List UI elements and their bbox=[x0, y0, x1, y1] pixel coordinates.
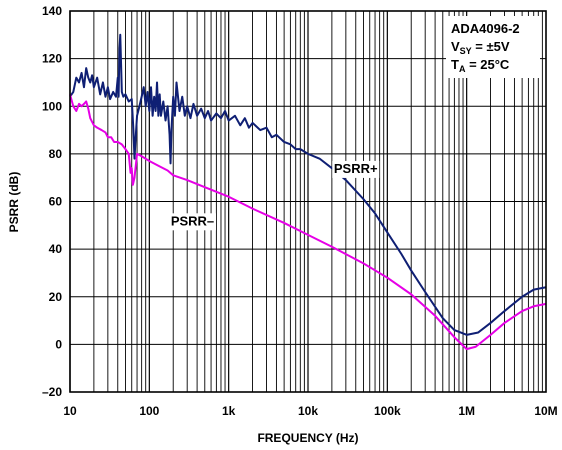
y-tick-label: 80 bbox=[49, 147, 63, 161]
x-tick-label: 100k bbox=[374, 404, 401, 418]
x-tick-label: 10 bbox=[63, 404, 77, 418]
x-tick-label: 100 bbox=[139, 404, 159, 418]
y-tick-label: 20 bbox=[49, 290, 63, 304]
annotation-background bbox=[446, 16, 540, 78]
supply-voltage-value: = ±5V bbox=[472, 39, 510, 54]
y-tick-label: 140 bbox=[42, 4, 62, 18]
x-axis-title: FREQUENCY (Hz) bbox=[257, 431, 358, 445]
y-tick-label: 100 bbox=[42, 99, 62, 113]
x-tick-label: 10k bbox=[298, 404, 318, 418]
supply-voltage-symbol: V bbox=[451, 39, 460, 54]
x-tick-label: 10M bbox=[534, 404, 557, 418]
y-tick-label: 40 bbox=[49, 242, 63, 256]
psrr-plus-series-line bbox=[69, 33, 547, 336]
psrr-plus-label-background bbox=[332, 160, 380, 178]
psrr-minus-series-label: PSRR– bbox=[171, 213, 214, 228]
plot-frame bbox=[69, 10, 547, 393]
x-tick-label: 1k bbox=[222, 404, 236, 418]
supply-voltage-subscript: SY bbox=[460, 46, 472, 56]
ambient-temperature-value: = 25°C bbox=[465, 57, 509, 72]
supply-voltage-label: VSY = ±5V bbox=[451, 39, 510, 56]
tick-label-layer: 10 100 1k 10k 100k 1M 10M –20 0 20 40 60 80 100 120 140… bbox=[42, 4, 558, 418]
y-tick-label: –20 bbox=[42, 385, 62, 399]
psrr-plus-series-label: PSRR+ bbox=[334, 161, 378, 176]
annotation-box: ADA4096-2 VSY = ±5V TA = 25°C bbox=[446, 16, 540, 78]
ambient-temperature-subscript: A bbox=[459, 64, 466, 74]
series-layer bbox=[69, 33, 547, 351]
device-label: ADA4096-2 bbox=[451, 21, 520, 36]
y-axis-title: PSRR (dB) bbox=[7, 172, 21, 233]
psrr-minus-series-line bbox=[69, 94, 547, 351]
ambient-temperature-label: TA = 25°C bbox=[451, 57, 510, 74]
x-tick-label: 1M bbox=[458, 404, 475, 418]
y-tick-label: 0 bbox=[55, 337, 62, 351]
psrr-minus-label-background bbox=[168, 213, 216, 231]
y-tick-label: 60 bbox=[49, 195, 63, 209]
ambient-temperature-symbol: T bbox=[451, 57, 459, 72]
y-tick-label: 120 bbox=[42, 52, 62, 66]
